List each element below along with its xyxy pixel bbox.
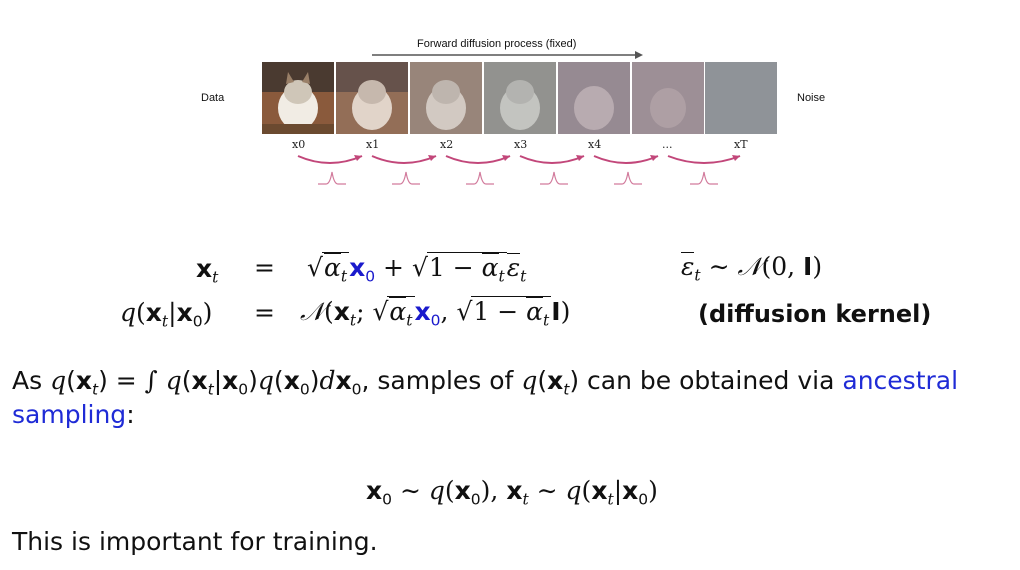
sampling-equation: x0 ∼ q(x0), xt ∼ q(xt|x0) bbox=[366, 476, 658, 509]
image-frame-xT bbox=[705, 62, 777, 134]
gaussian-kernel-icon bbox=[614, 171, 642, 185]
marginal-formula: q(xt) = ∫ q(xt|x0)q(x0)dx0 bbox=[50, 366, 362, 399]
marginal-q: q(xt) bbox=[521, 366, 580, 399]
transition-arrow bbox=[371, 155, 437, 164]
eq2-rhs: 𝒩(xt; √αtx0, √1 − αtI) bbox=[300, 296, 571, 330]
para1-middle: , samples of bbox=[361, 366, 514, 395]
step-label-x4: x4 bbox=[588, 138, 602, 151]
noise-label: Noise bbox=[797, 92, 826, 104]
para1-middle-2: can be obtained via bbox=[587, 366, 835, 395]
forward-arrow bbox=[372, 51, 643, 59]
image-frame-xdots bbox=[632, 62, 704, 134]
step-label-x1: x1 bbox=[366, 138, 380, 151]
transition-arrow bbox=[593, 155, 659, 164]
image-frame-x1 bbox=[336, 62, 408, 134]
training-note: This is important for training. bbox=[12, 527, 378, 556]
eq1-equals: = bbox=[254, 253, 275, 282]
image-frame-x4 bbox=[558, 62, 630, 134]
eq2-equals: = bbox=[254, 298, 275, 327]
ancestral-sampling-paragraph-line2: sampling: bbox=[12, 400, 135, 429]
transition-arrow bbox=[667, 155, 741, 164]
diffusion-kernel-label: (diffusion kernel) bbox=[698, 300, 932, 328]
image-frame-x2 bbox=[410, 62, 482, 134]
gaussian-kernel-icon bbox=[540, 171, 568, 185]
step-label-x2: x2 bbox=[440, 138, 454, 151]
gaussian-kernel-icon bbox=[466, 171, 494, 185]
step-label-x3: x3 bbox=[514, 138, 528, 151]
gaussian-kernel-icon bbox=[318, 171, 346, 185]
data-label: Data bbox=[201, 92, 225, 104]
step-label-xT: xT bbox=[734, 138, 748, 151]
gaussian-kernel-icon bbox=[392, 171, 420, 185]
transition-arrow bbox=[297, 155, 363, 164]
image-frame-x3 bbox=[484, 62, 556, 134]
transition-arrow bbox=[519, 155, 585, 164]
transition-arrows bbox=[297, 155, 741, 185]
eq1-side: εt ∼ 𝒩(0, I) bbox=[681, 252, 823, 285]
ancestral-sampling-link[interactable]: ancestral bbox=[842, 366, 959, 395]
ancestral-sampling-link-cont[interactable]: sampling bbox=[12, 400, 127, 429]
para1-prefix: As bbox=[12, 366, 43, 395]
step-label-x0: x0 bbox=[292, 138, 306, 151]
eq2-lhs: q(xt|x0) bbox=[120, 298, 213, 331]
image-frame-x0 bbox=[262, 62, 334, 134]
figure-title: Forward diffusion process (fixed) bbox=[417, 38, 577, 50]
eq1-lhs: xt bbox=[196, 254, 219, 287]
gaussian-kernel-icon bbox=[690, 171, 718, 185]
transition-arrow bbox=[445, 155, 511, 164]
para1-colon: : bbox=[126, 400, 135, 429]
ancestral-sampling-paragraph: As q(xt) = ∫ q(xt|x0)q(x0)dx0, samples o… bbox=[12, 366, 1012, 398]
step-label-dots: ... bbox=[662, 138, 673, 151]
eq1-rhs: √αtx0 + √1 − αtεt bbox=[307, 252, 527, 286]
